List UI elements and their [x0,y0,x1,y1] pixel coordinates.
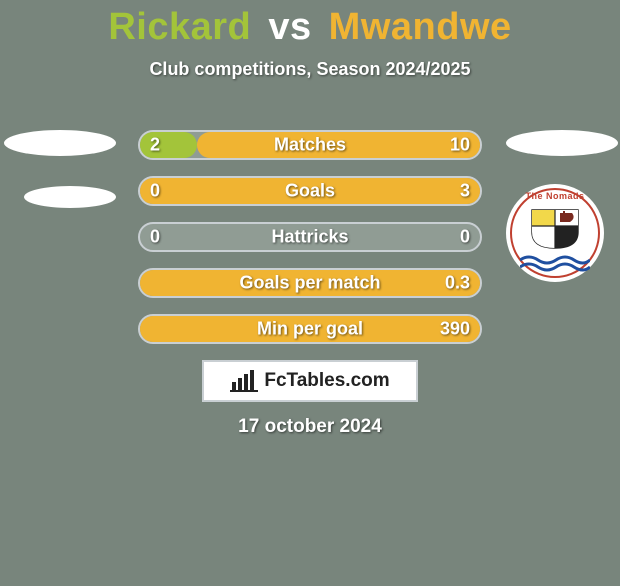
stat-row: 0 3 Goals [138,176,482,206]
stat-row: 390 Min per goal [138,314,482,344]
stat-row: 0 0 Hattricks [138,222,482,252]
right-club-badge: The Nomads [506,184,604,282]
stat-right-value: 390 [440,319,470,340]
bar-fill-left [140,132,197,158]
page-title: Rickard vs Mwandwe [0,6,620,49]
date-label: 17 october 2024 [0,416,620,438]
stats-bars: 2 10 Matches 0 3 Goals 0 0 Hattricks 0.3 Goals per… [138,130,482,360]
player-right-name: Mwandwe [329,6,512,48]
stat-left-value: 0 [150,227,160,248]
stat-label: Goals [285,181,335,202]
fctables-logo: FcTables.com [202,360,418,402]
badge-arc-text: The Nomads [506,191,604,201]
stat-label: Matches [274,135,346,156]
bar-chart-icon [230,370,258,392]
stat-right-value: 0 [460,227,470,248]
stat-right-value: 0.3 [445,273,470,294]
left-club-logo-placeholder-2 [24,186,116,208]
stat-label: Hattricks [271,227,348,248]
logo-text: FcTables.com [264,370,389,392]
stat-right-value: 3 [460,181,470,202]
badge-shield-icon [530,208,580,250]
vs-separator: vs [268,6,311,48]
player-left-name: Rickard [108,6,251,48]
stat-right-value: 10 [450,135,470,156]
stat-left-value: 0 [150,181,160,202]
left-club-logo-placeholder-1 [4,130,116,156]
subtitle: Club competitions, Season 2024/2025 [0,59,620,80]
stat-left-value: 2 [150,135,160,156]
stat-row: 2 10 Matches [138,130,482,160]
stat-row: 0.3 Goals per match [138,268,482,298]
right-club-logo-placeholder-1 [506,130,618,156]
stat-label: Goals per match [239,273,380,294]
stat-label: Min per goal [257,319,363,340]
badge-waves-icon [520,254,590,272]
